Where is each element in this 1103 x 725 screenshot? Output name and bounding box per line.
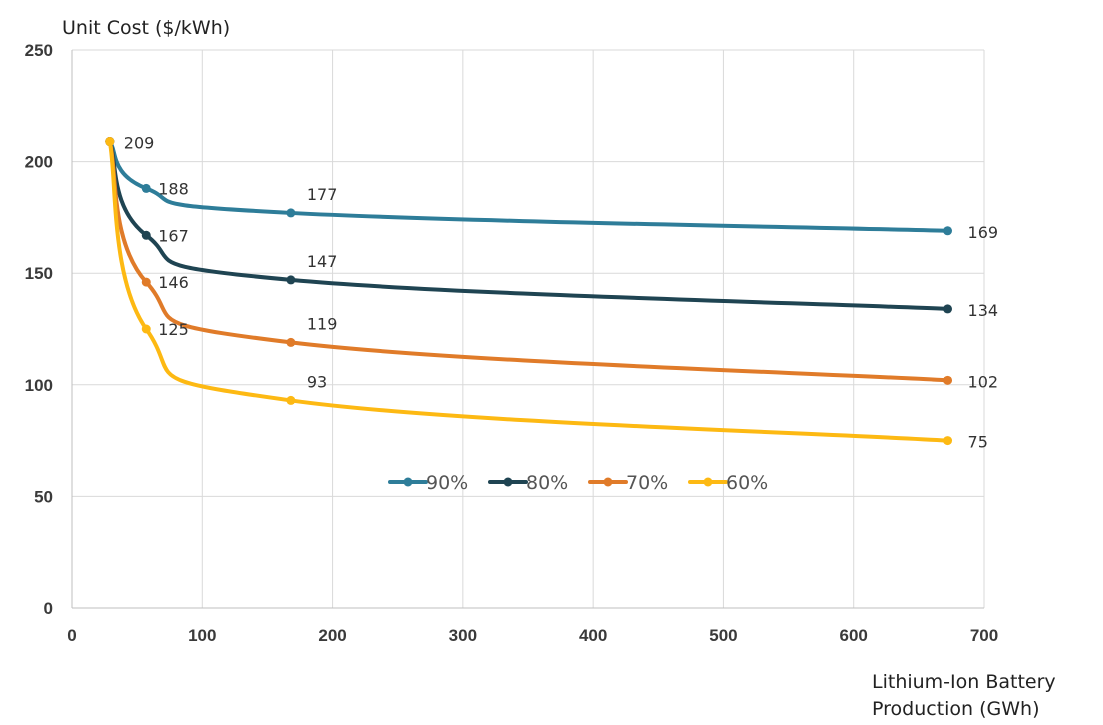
legend-marker [503, 477, 513, 487]
data-point [286, 395, 296, 405]
axes: 0 100 200 300 400 500 600 700 0 50 100 150 200 250 [25, 41, 999, 645]
legend-item-70pct: 70% [588, 472, 668, 494]
data-point [286, 208, 296, 218]
y-tick-label: 250 [25, 41, 53, 60]
series-lines [105, 137, 953, 446]
y-tick-label: 150 [25, 264, 53, 283]
x-tick-label: 600 [840, 626, 868, 645]
legend-label: 80% [526, 472, 568, 494]
y-tick-label: 0 [44, 599, 53, 618]
data-point [141, 183, 151, 193]
legend-item-60pct: 60% [688, 472, 768, 494]
legend-label: 70% [626, 472, 668, 494]
legend-marker [703, 477, 713, 487]
data-label: 177 [307, 185, 338, 204]
x-tick-label: 100 [188, 626, 216, 645]
x-tick-label: 400 [579, 626, 607, 645]
data-label: 119 [307, 314, 338, 333]
series-line-70pct [107, 139, 950, 383]
y-tick-label: 200 [25, 153, 53, 172]
series-line-90pct [107, 139, 950, 233]
data-label: 125 [158, 320, 189, 339]
x-tick-label: 200 [318, 626, 346, 645]
data-point [105, 137, 115, 147]
x-tick-label: 700 [970, 626, 998, 645]
data-label: 209 [124, 134, 155, 153]
y-axis-title: Unit Cost ($/kWh) [62, 17, 230, 39]
data-label: 167 [158, 226, 189, 245]
data-label: 169 [968, 223, 999, 242]
data-label: 147 [307, 252, 338, 271]
data-point [943, 226, 953, 236]
series-line-60pct [107, 139, 950, 443]
x-axis-title-line-1: Lithium-Ion Battery [872, 671, 1056, 693]
x-tick-label: 300 [449, 626, 477, 645]
data-point [286, 275, 296, 285]
legend-marker [603, 477, 613, 487]
x-tick-label: 0 [67, 626, 76, 645]
x-tick-label: 500 [709, 626, 737, 645]
legend-label: 60% [726, 472, 768, 494]
data-point [943, 304, 953, 314]
data-labels: 209 188 177 169 167 147 134 146 119 102 125 93 75 [124, 134, 998, 452]
data-point [943, 436, 953, 446]
legend-marker [403, 477, 413, 487]
data-point [943, 375, 953, 385]
data-label: 93 [307, 372, 327, 391]
legend-label: 90% [426, 472, 468, 494]
y-tick-label: 100 [25, 376, 53, 395]
grid [72, 49, 985, 608]
legend-item-80pct: 80% [488, 472, 568, 494]
data-label: 146 [158, 273, 189, 292]
series-line-80pct [107, 139, 950, 311]
data-label: 102 [968, 372, 999, 391]
x-axis-title-line-2: Production (GWh) [872, 698, 1040, 720]
data-point [141, 277, 151, 287]
legend: 90% 80% 70% 60% [388, 472, 768, 494]
data-label: 134 [968, 301, 999, 320]
data-label: 188 [158, 179, 189, 198]
data-point [141, 324, 151, 334]
data-label: 75 [968, 433, 988, 452]
legend-item-90pct: 90% [388, 472, 468, 494]
y-tick-label: 50 [34, 487, 53, 506]
data-point [141, 230, 151, 240]
data-point [286, 337, 296, 347]
